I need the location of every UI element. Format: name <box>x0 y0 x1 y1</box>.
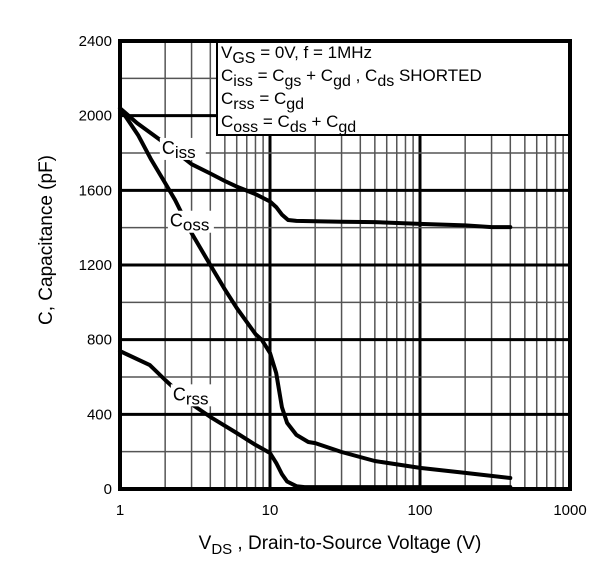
legend-text: + C <box>301 66 333 85</box>
series-label-ciss: Ciss <box>159 137 206 162</box>
series-label-sub: rss <box>186 389 209 408</box>
legend-text: , C <box>351 66 377 85</box>
x-axis-label-main: V <box>199 533 212 554</box>
legend-text: = C <box>255 89 287 108</box>
legend-text: = C <box>258 112 290 131</box>
series-label-bg <box>170 384 217 407</box>
x-axis-label-sub: DS <box>211 541 232 558</box>
legend-subscript: gs <box>285 73 302 90</box>
legend-box-bg <box>216 40 571 136</box>
legend-subscript: iss <box>233 73 253 90</box>
y-tick-label: 800 <box>87 332 112 349</box>
y-axis-label: C, Capacitance (pF) <box>36 155 57 325</box>
legend-text: SHORTED <box>394 66 482 85</box>
plot-frame <box>118 39 572 491</box>
y-tick-label: 2400 <box>79 33 112 50</box>
y-tick-label: 400 <box>87 406 112 423</box>
legend-text: + C <box>307 112 339 131</box>
legend-text: C <box>221 66 233 85</box>
series-label-main: C <box>162 138 175 158</box>
legend-subscript: rss <box>233 96 254 113</box>
x-tick-labels: 1 10 100 1000 <box>116 502 587 519</box>
x-tick-label: 100 <box>407 502 432 519</box>
x-tick-label: 1 <box>116 502 124 519</box>
series-label-sub: iss <box>175 143 196 162</box>
y-tick-label: 2000 <box>79 108 112 125</box>
y-tick-label: 1200 <box>79 257 112 274</box>
series-label-text: Crss <box>173 384 209 408</box>
legend-subscript: GS <box>232 50 255 67</box>
legend-subscript: ds <box>377 73 394 90</box>
x-axis-label-rest: , Drain-to-Source Voltage (V) <box>232 533 481 554</box>
series-coss-line <box>118 106 513 480</box>
x-axis-label: VDS , Drain-to-Source Voltage (V) <box>199 533 482 558</box>
legend-text: = C <box>253 66 285 85</box>
series-label-main: C <box>170 211 183 231</box>
y-tick-label: 0 <box>104 481 112 498</box>
y-tick-label: 1600 <box>79 182 112 199</box>
series-label-bg <box>167 210 214 233</box>
x-tick-label: 1000 <box>553 502 586 519</box>
series-label-crss: Crss <box>170 384 217 408</box>
legend-subscript: ds <box>290 119 307 136</box>
series-label-main: C <box>173 384 186 404</box>
legend-line: Crss = Cgd <box>221 89 304 113</box>
legend-text: C <box>221 112 233 131</box>
series-label-sub: oss <box>183 216 209 235</box>
x-tick-label: 10 <box>262 502 279 519</box>
series-label-coss: Coss <box>167 210 214 235</box>
series-label-text: Ciss <box>162 138 196 162</box>
legend-subscript: gd <box>333 73 351 90</box>
legend-subscript: gd <box>338 119 356 136</box>
series-label-text: Coss <box>170 211 209 235</box>
legend-text: = 0V, f = 1MHz <box>255 43 372 62</box>
legend-text: V <box>221 43 233 62</box>
legend-text: C <box>221 89 233 108</box>
series-label-bg <box>159 137 206 160</box>
legend-line: Coss = Cds + Cgd <box>221 112 356 136</box>
legend-line: Ciss = Cgs + Cgd , Cds SHORTED <box>221 66 482 90</box>
y-tick-labels: 0 400 800 1200 1600 2000 2400 <box>79 33 112 498</box>
legend-subscript: oss <box>233 119 258 136</box>
legend-line: VGS = 0V, f = 1MHz <box>221 43 372 67</box>
legend-subscript: gd <box>286 96 304 113</box>
